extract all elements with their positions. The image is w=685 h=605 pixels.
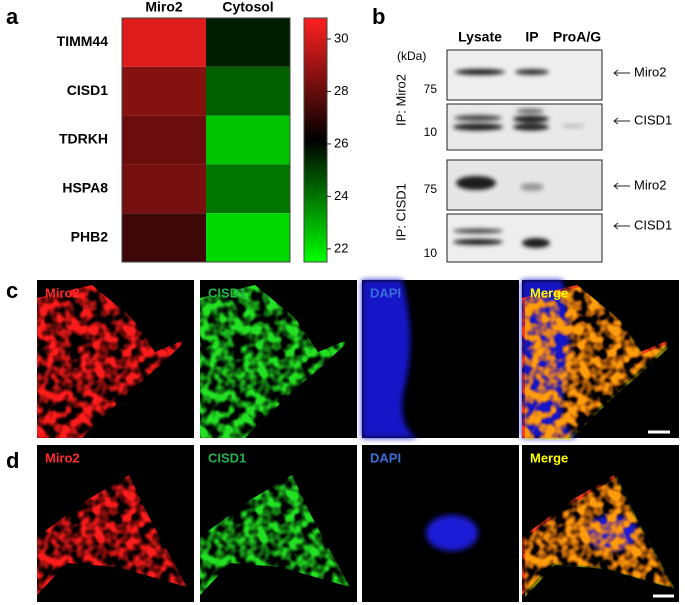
channel-label: Miro2 bbox=[45, 285, 80, 300]
panel-label: c bbox=[6, 278, 18, 303]
heatmap: Miro2 Cytosol TIMM44 CISD1 TDRKH HSPA8 PHB2 22 2… bbox=[57, 0, 348, 263]
cell bbox=[206, 18, 290, 67]
panel-label: a bbox=[6, 4, 19, 29]
channel-label: DAPI bbox=[370, 450, 401, 465]
cell-shape bbox=[37, 475, 187, 595]
band-label: Miro2 bbox=[634, 177, 667, 192]
cell-shape bbox=[37, 285, 189, 438]
colorbar-tick-label: 22 bbox=[334, 240, 348, 255]
cell bbox=[206, 213, 290, 262]
marker: 10 bbox=[424, 125, 438, 139]
unit-label: (kDa) bbox=[397, 49, 426, 63]
blot-box bbox=[446, 213, 603, 263]
overlay bbox=[525, 477, 675, 597]
cell-shape bbox=[200, 475, 350, 595]
channel-label: CISD1 bbox=[208, 450, 246, 465]
micrograph: DAPI bbox=[362, 280, 519, 438]
colorbar-tick-label: 26 bbox=[334, 135, 348, 150]
marker: 75 bbox=[424, 182, 438, 196]
lane-header: Lysate bbox=[458, 29, 502, 45]
heatmap-frame bbox=[121, 17, 291, 263]
row-label: PHB2 bbox=[71, 228, 109, 244]
colorbar-tick-label: 28 bbox=[334, 83, 348, 98]
arrows bbox=[613, 69, 630, 230]
micrograph: Merge bbox=[522, 280, 679, 440]
cell bbox=[122, 115, 206, 165]
micrograph: Miro2 bbox=[37, 280, 194, 438]
lane-header: ProA/G bbox=[553, 29, 601, 45]
nucleus bbox=[426, 515, 478, 551]
group-label: IP: CISD1 bbox=[393, 183, 408, 241]
panel-label: b bbox=[372, 4, 385, 29]
cell-signal bbox=[200, 475, 350, 595]
micrograph: Miro2 bbox=[37, 445, 194, 602]
western-blot: Lysate IP ProA/G (kDa) 75 10 75 10 Miro2… bbox=[393, 29, 672, 263]
cell bbox=[122, 164, 206, 214]
cell-signal bbox=[200, 285, 352, 438]
row-label: TIMM44 bbox=[57, 33, 109, 49]
cell-shape bbox=[525, 287, 677, 440]
cell bbox=[206, 66, 290, 116]
row-label: TDRKH bbox=[59, 131, 108, 147]
micrograph: CISD1 bbox=[200, 280, 357, 438]
cell-signal bbox=[37, 285, 189, 438]
cell-shape bbox=[200, 285, 352, 438]
nucleus bbox=[362, 280, 417, 438]
micrograph: CISD1 bbox=[200, 445, 357, 602]
microscopy: Miro2 CISD1 DAPI Merge Miro2 CISD1 DAPI Merge bbox=[37, 280, 679, 602]
bands bbox=[453, 69, 585, 248]
row-label: HSPA8 bbox=[62, 180, 108, 196]
marker: 10 bbox=[424, 246, 438, 260]
cell bbox=[206, 115, 290, 165]
micrograph: DAPI bbox=[362, 445, 519, 602]
row-label: CISD1 bbox=[67, 82, 108, 98]
cell-signal bbox=[37, 475, 187, 595]
channel-label: Merge bbox=[530, 285, 568, 300]
panel-label: d bbox=[6, 448, 19, 473]
band-label: CISD1 bbox=[634, 217, 672, 232]
column-label: Cytosol bbox=[222, 0, 273, 15]
micrograph: Merge bbox=[522, 445, 679, 602]
cell bbox=[206, 164, 290, 214]
channel-label: Miro2 bbox=[45, 450, 80, 465]
channel-label: CISD1 bbox=[208, 285, 246, 300]
colorbar bbox=[303, 17, 328, 263]
group-label: IP: Miro2 bbox=[393, 74, 408, 126]
marker: 75 bbox=[424, 82, 438, 96]
column-label: Miro2 bbox=[145, 0, 183, 15]
overlay bbox=[525, 287, 677, 440]
cell-shape bbox=[525, 477, 675, 597]
band-label: Miro2 bbox=[634, 64, 667, 79]
channel-label: Merge bbox=[530, 450, 568, 465]
blot-box bbox=[446, 49, 603, 101]
cell bbox=[122, 18, 206, 67]
band-label: CISD1 bbox=[634, 112, 672, 127]
cell bbox=[122, 66, 206, 116]
channel-label: DAPI bbox=[370, 285, 401, 300]
cell bbox=[122, 213, 206, 262]
colorbar-tick-label: 30 bbox=[334, 30, 348, 45]
lane-header: IP bbox=[525, 29, 538, 45]
colorbar-tick-label: 24 bbox=[334, 188, 348, 203]
